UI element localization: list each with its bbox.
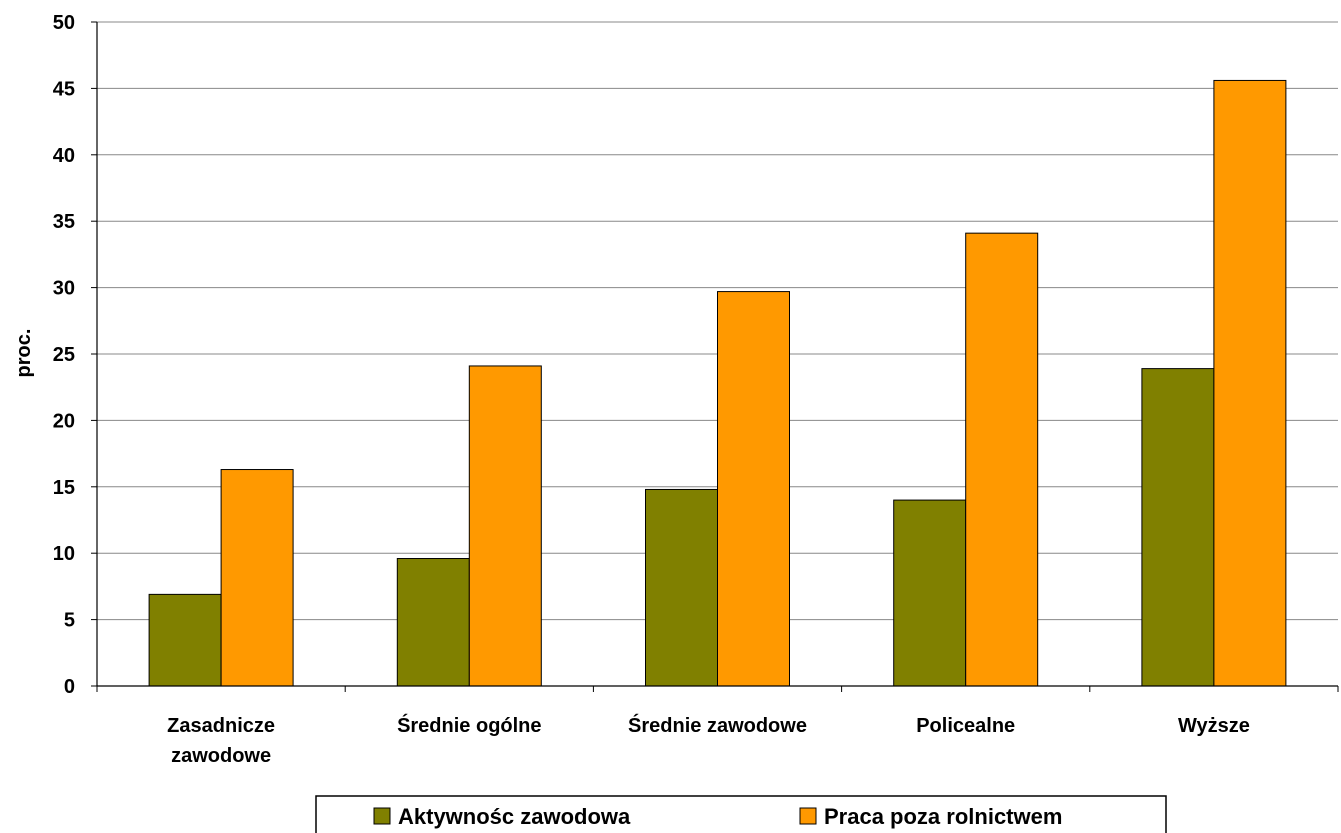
- x-category-label: Wyższe: [1178, 715, 1250, 737]
- legend: Aktywnośc zawodowa Praca poza rolnictwem: [315, 795, 1167, 833]
- legend-swatch: [373, 807, 391, 825]
- bar-praca-0: [220, 469, 294, 687]
- legend-label: Praca poza rolnictwem: [824, 804, 1062, 829]
- x-category-label: Zasadnicze zawodowe: [167, 715, 275, 767]
- legend-swatch: [799, 807, 817, 825]
- x-category-label: Średnie ogólne: [397, 713, 541, 737]
- legend-frame: [315, 795, 1167, 833]
- y-tick-label: 35: [53, 211, 75, 233]
- bar-aktywnosc-3: [893, 499, 967, 687]
- x-category-label-line: zawodowe: [171, 745, 271, 767]
- bar-praca-4: [1213, 79, 1287, 687]
- y-tick-label: 15: [53, 477, 75, 499]
- bar-aktywnosc-1: [396, 558, 470, 687]
- bar-aktywnosc-2: [645, 488, 718, 687]
- y-axis-title: proc.: [13, 329, 35, 378]
- bars: [148, 79, 1287, 687]
- x-category-label: Średnie zawodowe: [628, 713, 807, 737]
- x-category-label-line: Średnie zawodowe: [628, 713, 807, 737]
- x-category-label-line: Zasadnicze: [167, 715, 275, 737]
- legend-label: Aktywnośc zawodowa: [398, 804, 631, 829]
- bar-praca-1: [468, 365, 542, 687]
- y-tick-label: 25: [53, 344, 75, 366]
- axes: 0 5 10 15 20 25 30 35 40 45 50 Zasadnicze zawodowe Śr…: [53, 12, 1339, 767]
- bar-aktywnosc-0: [148, 593, 222, 687]
- bar-praca-3: [965, 232, 1039, 687]
- y-tick-label: 20: [53, 410, 75, 432]
- bar-aktywnosc-4: [1141, 368, 1215, 687]
- y-tick-label: 50: [53, 12, 75, 34]
- y-tick-label: 45: [53, 78, 75, 100]
- bar-praca-2: [717, 291, 790, 687]
- y-tick-label: 10: [53, 543, 75, 565]
- y-tick-label: 0: [64, 676, 75, 698]
- x-category-label-line: Policealne: [916, 715, 1015, 737]
- y-tick-label: 5: [64, 610, 75, 632]
- y-tick-label: 30: [53, 278, 75, 300]
- x-category-label-line: Średnie ogólne: [397, 713, 541, 737]
- y-tick-label: 40: [53, 145, 75, 167]
- x-category-label: Policealne: [916, 715, 1015, 737]
- x-category-label-line: Wyższe: [1178, 715, 1250, 737]
